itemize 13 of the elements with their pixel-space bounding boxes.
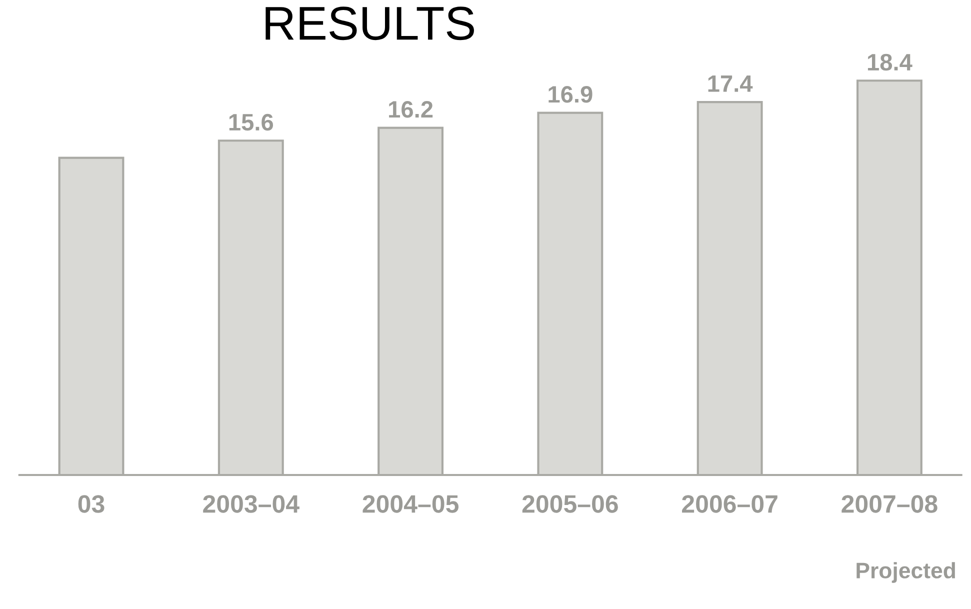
x-tick-label: 2007–08 bbox=[842, 495, 938, 513]
data-label: 15.6 bbox=[229, 114, 274, 131]
x-tick-label: 2004–05 bbox=[362, 495, 459, 513]
text: Projected bbox=[856, 562, 955, 583]
data-label: 16.9 bbox=[548, 86, 592, 103]
data-label: 16.2 bbox=[389, 101, 433, 118]
x-tick-label: 2005–06 bbox=[522, 495, 618, 513]
data-label: 17.4 bbox=[708, 76, 753, 92]
x-tick-label: 2006–07 bbox=[682, 495, 778, 513]
chart-title: RESULTS bbox=[266, 6, 474, 40]
data-label: 18.4 bbox=[868, 54, 912, 71]
x-tick-label: 03 bbox=[78, 495, 104, 513]
x-tick-label: 2003–04 bbox=[203, 495, 300, 513]
